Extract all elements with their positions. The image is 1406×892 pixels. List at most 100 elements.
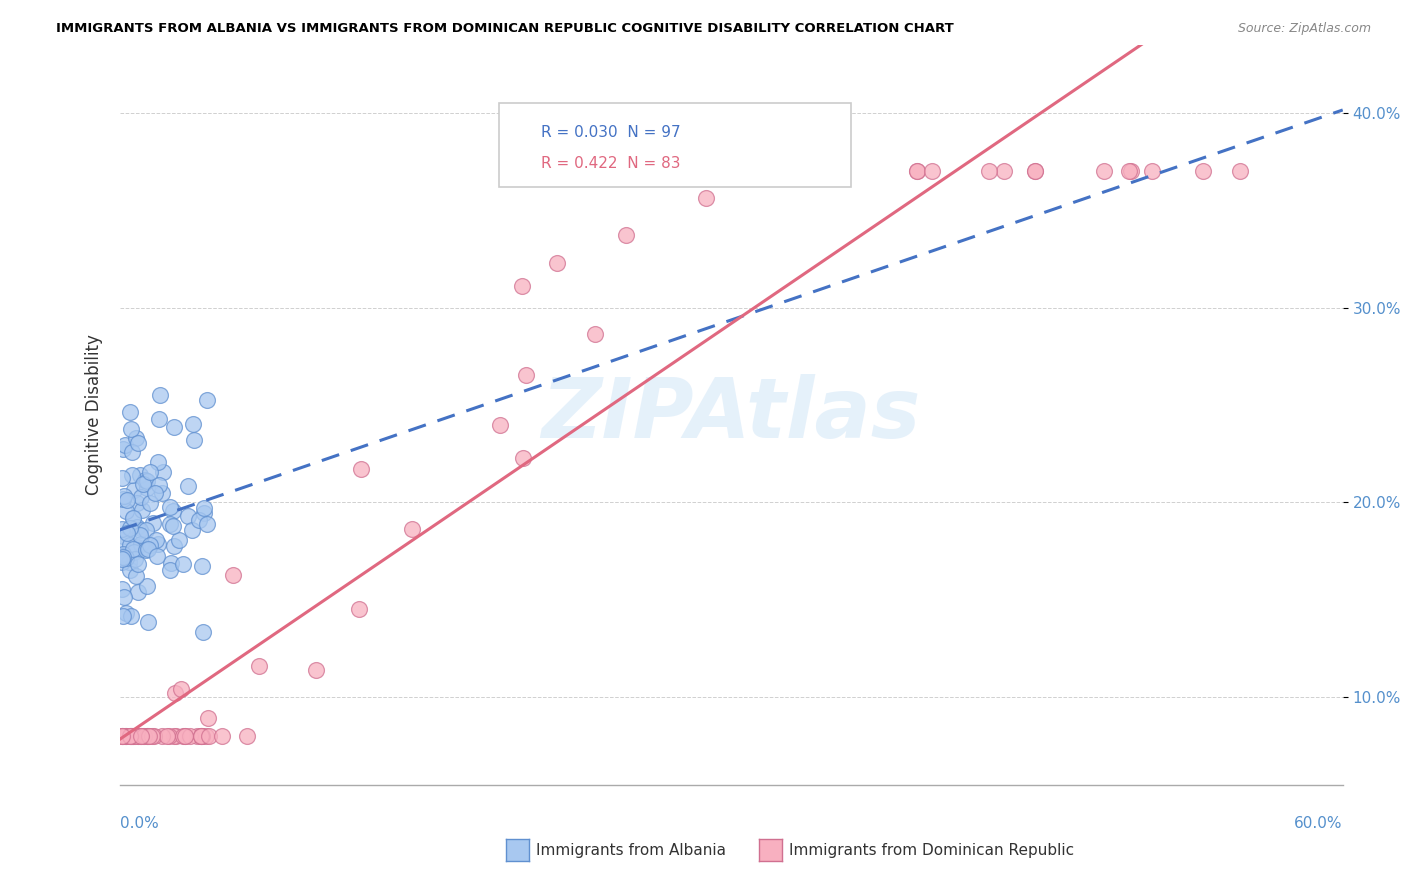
Point [111,471,134,485]
Point [713,164,735,178]
Point [124,483,146,498]
Point [193,506,215,520]
Point [118,538,141,552]
Point [121,467,143,482]
Point [1140,164,1163,178]
Point [120,422,142,436]
Point [111,492,134,507]
Point [110,729,132,743]
Y-axis label: Cognitive Disability: Cognitive Disability [84,334,103,495]
Point [159,729,181,743]
Point [110,522,132,536]
Point [143,486,166,500]
Point [305,663,328,677]
Text: Source: ZipAtlas.com: Source: ZipAtlas.com [1237,22,1371,36]
Point [120,729,142,743]
Point [110,729,132,743]
Point [190,729,212,743]
Point [143,729,166,743]
Point [117,493,139,508]
Point [112,489,135,503]
Point [115,729,138,743]
Point [131,729,153,743]
Point [163,419,186,434]
Point [135,543,157,558]
Point [127,729,149,743]
Point [1118,164,1140,178]
Point [122,541,145,556]
Point [162,519,184,533]
Point [128,527,150,541]
Point [1024,164,1046,178]
Point [191,559,214,574]
Point [197,729,219,743]
Point [146,549,169,564]
Point [120,608,142,623]
Point [614,228,637,243]
Point [148,478,170,492]
Point [115,504,138,518]
Point [142,516,165,531]
Point [247,659,270,673]
Point [127,729,149,743]
Point [112,729,135,743]
Point [114,729,136,743]
Point [177,508,200,523]
Point [162,504,184,518]
Point [112,529,135,543]
Point [110,549,132,564]
Point [131,503,153,517]
Point [138,538,160,552]
Point [118,405,141,419]
Point [638,164,661,178]
Point [488,418,510,433]
Point [131,729,153,743]
Point [183,433,205,447]
Point [172,557,194,571]
Point [111,608,134,623]
Point [211,729,233,743]
Point [124,552,146,566]
Point [1121,164,1143,178]
Point [150,729,173,743]
Point [183,417,205,431]
Point [115,729,138,743]
Point [583,327,606,342]
Point [191,624,214,639]
Point [120,729,142,743]
Text: ZIPAtlas: ZIPAtlas [541,375,921,455]
Text: 0.0%: 0.0% [120,816,159,831]
Point [546,256,568,270]
Point [111,551,134,566]
Point [110,555,132,569]
Point [125,540,148,554]
Point [197,711,219,725]
Point [159,556,181,570]
Point [921,164,943,178]
Point [172,729,194,743]
Point [114,550,136,565]
Point [134,473,156,487]
Point [139,495,162,509]
Point [110,729,132,743]
Point [125,431,148,445]
Point [125,496,148,510]
Point [170,681,193,696]
Point [167,533,190,547]
Point [1092,164,1115,178]
Point [129,537,152,551]
Point [695,191,717,205]
Point [122,511,145,525]
Point [148,455,170,469]
Point [120,729,142,743]
Point [136,615,159,630]
Point [190,729,212,743]
Point [515,368,537,382]
Text: Immigrants from Dominican Republic: Immigrants from Dominican Republic [789,843,1074,857]
Text: Immigrants from Albania: Immigrants from Albania [536,843,725,857]
Point [803,164,825,178]
Point [110,582,132,596]
Point [122,511,145,525]
Point [121,729,143,743]
Point [129,490,152,504]
